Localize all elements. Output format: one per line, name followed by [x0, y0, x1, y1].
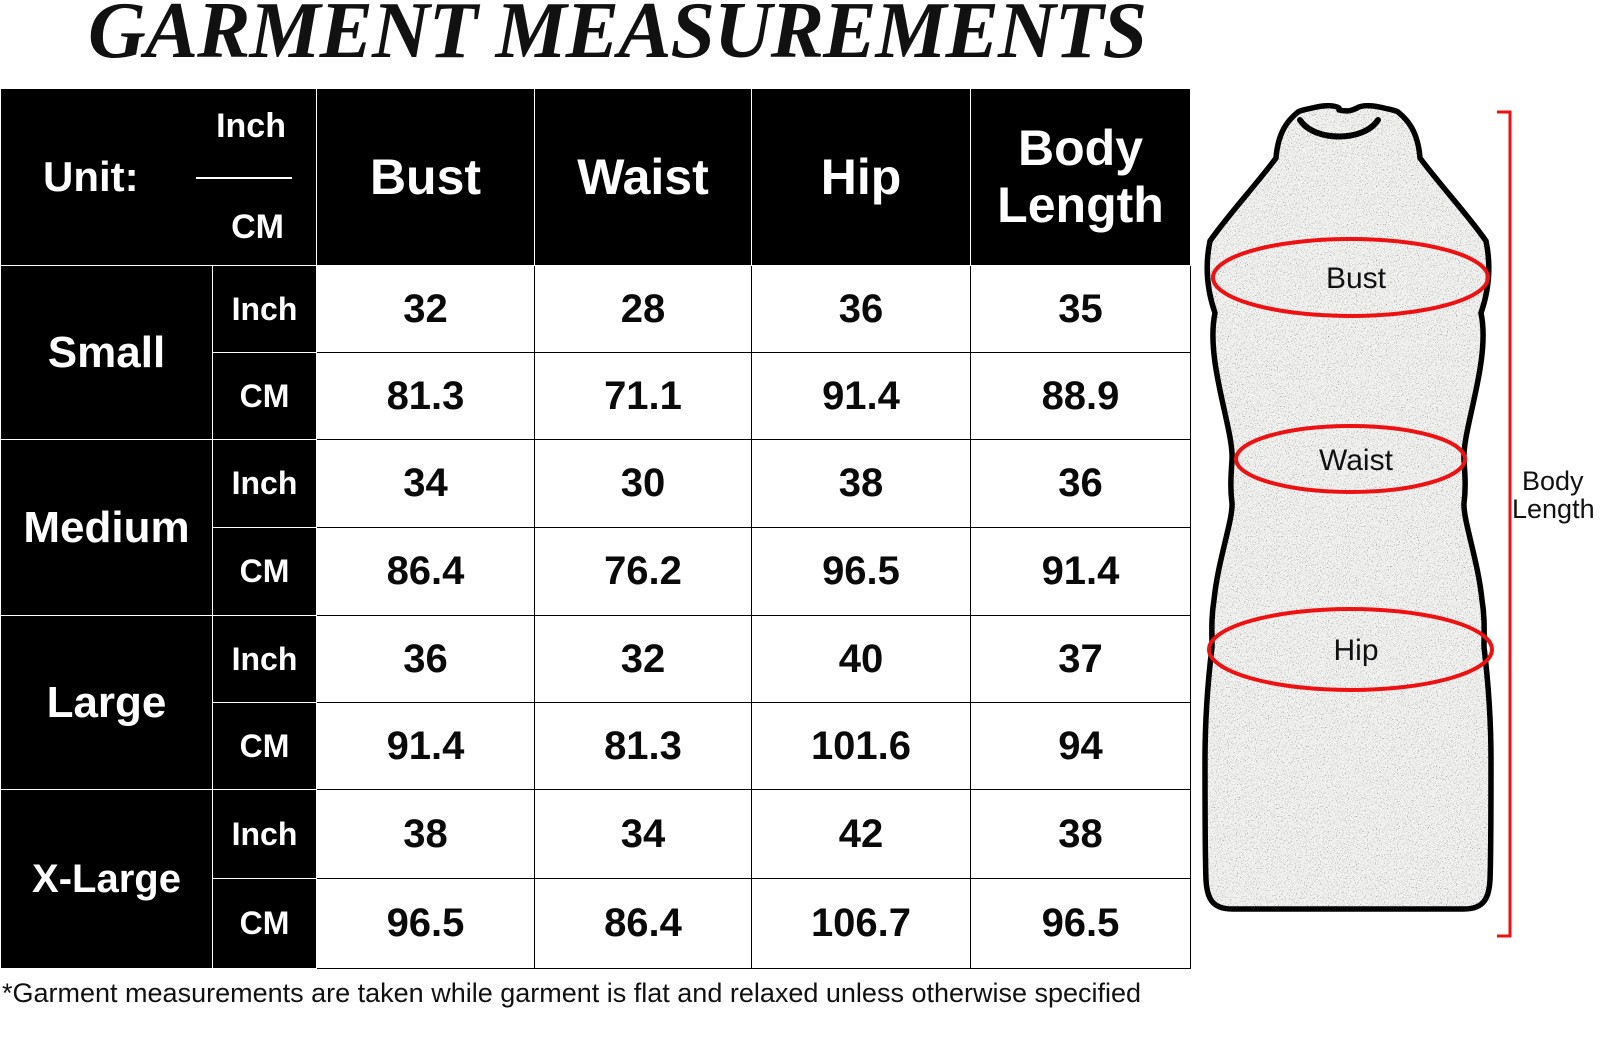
- svg-text:Waist: Waist: [1319, 444, 1394, 477]
- svg-text:Length: Length: [1512, 494, 1595, 524]
- svg-text:Hip: Hip: [1333, 634, 1378, 667]
- svg-text:Bust: Bust: [1326, 262, 1387, 295]
- svg-text:Body: Body: [1522, 466, 1584, 496]
